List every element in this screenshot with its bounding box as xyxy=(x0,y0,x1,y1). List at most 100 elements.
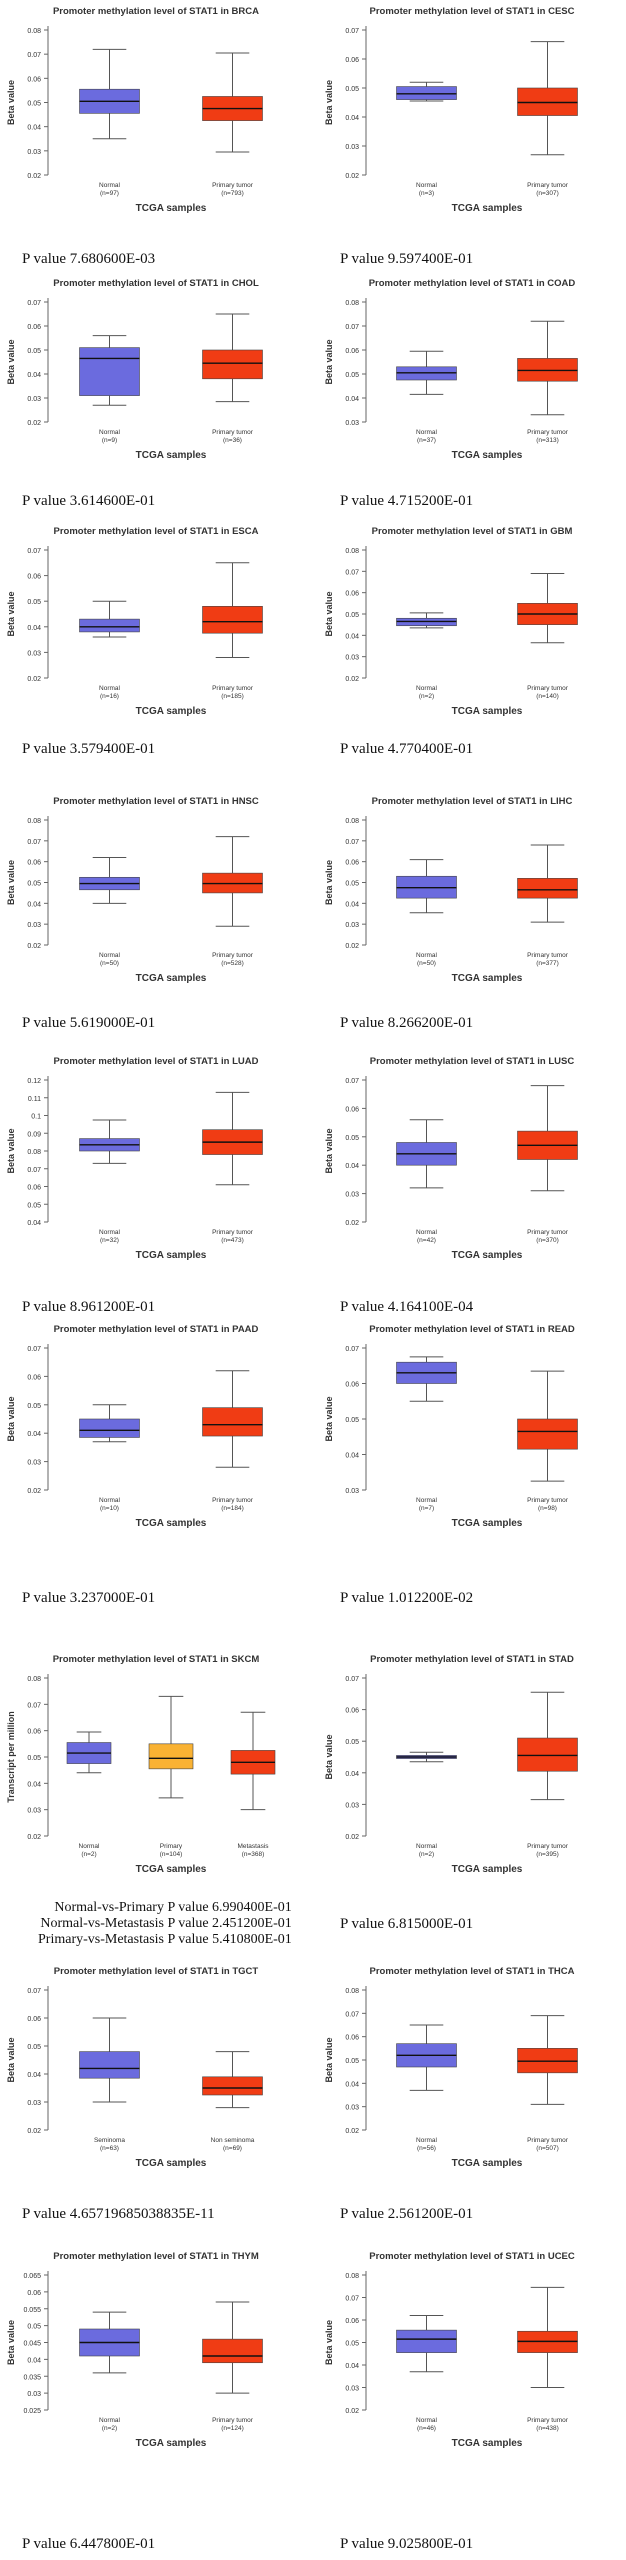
boxplot-chart: Promoter methylation level of STAT1 in C… xyxy=(6,278,263,461)
y-tick-label: 0.05 xyxy=(27,881,41,888)
y-tick-label: 0.03 xyxy=(27,2100,41,2107)
chart-title: Promoter methylation level of STAT1 in L… xyxy=(370,1056,575,1067)
y-tick-label: 0.04 xyxy=(27,1781,41,1788)
boxplot-chart: Promoter methylation level of STAT1 in C… xyxy=(324,6,578,214)
y-axis-label: Beta value xyxy=(6,591,16,636)
box-tumor xyxy=(517,1737,578,1772)
group-label: Primary xyxy=(160,1843,183,1850)
group-n-label: (n=3) xyxy=(419,190,434,197)
y-tick-label: 0.03 xyxy=(345,1802,359,1809)
y-tick-label: 0.02 xyxy=(27,420,41,427)
box-normal xyxy=(396,86,457,100)
y-tick-label: 0.03 xyxy=(27,1808,41,1815)
x-axis-label: TCGA samples xyxy=(136,1250,207,1261)
y-tick-label: 0.06 xyxy=(345,2318,359,2325)
group-n-label: (n=50) xyxy=(100,960,119,967)
y-tick-label: 0.05 xyxy=(345,1739,359,1746)
group-n-label: (n=46) xyxy=(417,2425,436,2432)
group-label: Primary tumor xyxy=(212,429,254,436)
box-tumor xyxy=(517,87,578,116)
y-tick-label: 0.06 xyxy=(345,1106,359,1113)
y-tick-label: 0.06 xyxy=(345,2035,359,2042)
group-label: Primary tumor xyxy=(212,1497,254,1504)
group-n-label: (n=507) xyxy=(536,2145,559,2152)
group-label: Primary tumor xyxy=(527,2137,569,2144)
x-axis-label: TCGA samples xyxy=(136,203,207,214)
group-n-label: (n=69) xyxy=(223,2145,242,2152)
chart-title: Promoter methylation level of STAT1 in P… xyxy=(54,1324,259,1335)
y-tick-label: 0.02 xyxy=(345,1220,359,1227)
y-tick-label: 0.07 xyxy=(27,52,41,59)
group-n-label: (n=395) xyxy=(536,1851,559,1858)
y-tick-label: 0.04 xyxy=(345,1771,359,1778)
y-tick-label: 0.07 xyxy=(345,2296,359,2303)
y-tick-label: 0.07 xyxy=(27,1346,41,1353)
group-label: Normal xyxy=(416,952,438,959)
chart-title: Promoter methylation level of STAT1 in T… xyxy=(53,2251,259,2262)
y-tick-label: 0.07 xyxy=(345,1346,359,1353)
y-tick-label: 0.08 xyxy=(345,548,359,555)
group-label: Primary tumor xyxy=(212,685,254,692)
chart-title: Promoter methylation level of STAT1 in S… xyxy=(370,1654,574,1665)
group-label: Normal xyxy=(416,1497,438,1504)
y-tick-label: 0.08 xyxy=(345,2273,359,2280)
y-tick-label: 0.03 xyxy=(27,922,41,929)
group-n-label: (n=10) xyxy=(100,1505,119,1512)
group-label: Normal xyxy=(99,1229,121,1236)
y-axis-label: Beta value xyxy=(324,1734,334,1779)
y-tick-label: 0.07 xyxy=(27,1167,41,1174)
boxplot-panel: Promoter methylation level of STAT1 in B… xyxy=(0,0,312,225)
p-value-text: Normal-vs-Primary P value 6.990400E-01 xyxy=(54,1900,292,1915)
y-tick-label: 0.04 xyxy=(345,115,359,122)
group-n-label: (n=37) xyxy=(417,437,436,444)
group-label: Normal xyxy=(99,2417,121,2424)
p-value-text: P value 9.025800E-01 xyxy=(340,2536,474,2552)
y-tick-label: 0.06 xyxy=(27,860,41,867)
group-n-label: (n=16) xyxy=(100,693,119,700)
box-tumor xyxy=(202,2338,263,2364)
y-axis-label: Beta value xyxy=(324,591,334,636)
y-tick-label: 0.06 xyxy=(27,2016,41,2023)
group-n-label: (n=2) xyxy=(81,1851,96,1858)
boxplot-panel: Promoter methylation level of STAT1 in L… xyxy=(318,790,626,995)
group-n-label: (n=42) xyxy=(417,1237,436,1244)
y-tick-label: 0.06 xyxy=(345,1708,359,1715)
y-tick-label: 0.08 xyxy=(27,1676,41,1683)
y-tick-label: 0.06 xyxy=(345,591,359,598)
p-value-text: P value 8.266200E-01 xyxy=(340,1015,474,1031)
box-tumor xyxy=(202,1407,263,1437)
y-axis-label: Beta value xyxy=(6,860,16,905)
group-n-label: (n=528) xyxy=(221,960,244,967)
boxplot-panel: Promoter methylation level of STAT1 in H… xyxy=(0,790,312,995)
box-tumor xyxy=(202,349,263,380)
y-tick-label: 0.025 xyxy=(23,2408,41,2415)
group-label: Normal xyxy=(416,1229,438,1236)
y-axis-label: Beta value xyxy=(6,1396,16,1441)
y-tick-label: 0.07 xyxy=(345,1676,359,1683)
boxplot-chart: Promoter methylation level of STAT1 in L… xyxy=(6,1056,263,1261)
boxplot-chart: Promoter methylation level of STAT1 in T… xyxy=(6,1966,263,2169)
boxplot-panel: Promoter methylation level of STAT1 in P… xyxy=(0,1318,312,1540)
y-tick-label: 0.08 xyxy=(345,300,359,307)
p-value-text: P value 4.770400E-01 xyxy=(340,741,474,757)
p-value-text: P value 3.579400E-01 xyxy=(22,741,156,757)
y-tick-label: 0.04 xyxy=(27,901,41,908)
group-n-label: (n=56) xyxy=(417,2145,436,2152)
chart-title: Promoter methylation level of STAT1 in C… xyxy=(53,278,259,289)
y-tick-label: 0.04 xyxy=(345,633,359,640)
group-n-label: (n=313) xyxy=(536,437,559,444)
y-tick-label: 0.03 xyxy=(345,2386,359,2393)
y-tick-label: 0.03 xyxy=(27,149,41,156)
y-tick-label: 0.05 xyxy=(27,348,41,355)
y-tick-label: 0.04 xyxy=(27,1431,41,1438)
boxplot-panel: Promoter methylation level of STAT1 in C… xyxy=(318,272,626,472)
y-tick-label: 0.03 xyxy=(345,655,359,662)
y-tick-label: 0.04 xyxy=(27,2072,41,2079)
y-tick-label: 0.05 xyxy=(27,1403,41,1410)
y-tick-label: 0.07 xyxy=(345,839,359,846)
group-n-label: (n=32) xyxy=(100,1237,119,1244)
y-tick-label: 0.02 xyxy=(345,676,359,683)
y-tick-label: 0.02 xyxy=(345,2128,359,2135)
chart-title: Promoter methylation level of STAT1 in T… xyxy=(54,1966,259,1977)
